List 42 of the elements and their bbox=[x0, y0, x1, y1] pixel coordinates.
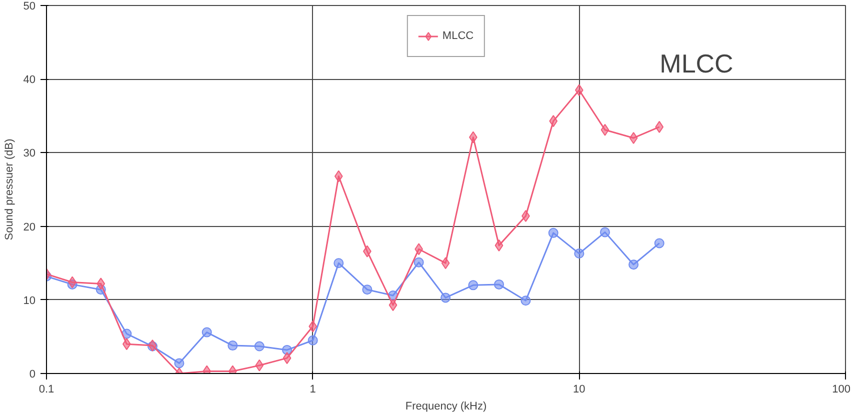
point bbox=[334, 170, 343, 182]
x-tick-label: 0.1 bbox=[38, 384, 54, 396]
point bbox=[520, 296, 531, 306]
y-tick-label: 40 bbox=[23, 74, 36, 86]
point bbox=[282, 352, 292, 364]
annotation: MLCC bbox=[660, 48, 734, 78]
point bbox=[655, 120, 664, 133]
point bbox=[600, 227, 610, 238]
point bbox=[441, 257, 450, 270]
point bbox=[255, 359, 264, 372]
point bbox=[440, 292, 451, 303]
point bbox=[600, 124, 610, 136]
legend-label: MLCC bbox=[442, 30, 474, 42]
x-tick-label: 10 bbox=[573, 384, 586, 396]
point bbox=[549, 115, 558, 128]
y-tick-label: 20 bbox=[23, 221, 36, 234]
point bbox=[414, 257, 424, 268]
point bbox=[254, 341, 264, 352]
point bbox=[654, 238, 664, 248]
y-axis-title: Sound pressuer (dB) bbox=[3, 138, 16, 240]
x-tick-label: 100 bbox=[832, 384, 851, 396]
point bbox=[629, 132, 638, 144]
point bbox=[174, 358, 184, 368]
y-tick-label: 50 bbox=[23, 0, 36, 12]
y-tick-label: 0 bbox=[29, 368, 36, 380]
point bbox=[468, 280, 478, 290]
point bbox=[548, 228, 558, 238]
point bbox=[96, 278, 106, 290]
point bbox=[334, 258, 344, 268]
point bbox=[228, 340, 238, 351]
point bbox=[388, 299, 398, 312]
point bbox=[628, 260, 639, 270]
point bbox=[494, 279, 504, 290]
point bbox=[574, 248, 584, 259]
point bbox=[494, 239, 504, 252]
y-tick-label: 10 bbox=[23, 294, 36, 307]
y-tick-label: 30 bbox=[23, 148, 36, 160]
point bbox=[202, 327, 212, 338]
x-axis-title: Frequency (kHz) bbox=[405, 400, 487, 412]
point bbox=[308, 335, 318, 346]
point bbox=[362, 284, 372, 295]
x-tick-label: 1 bbox=[310, 384, 316, 396]
